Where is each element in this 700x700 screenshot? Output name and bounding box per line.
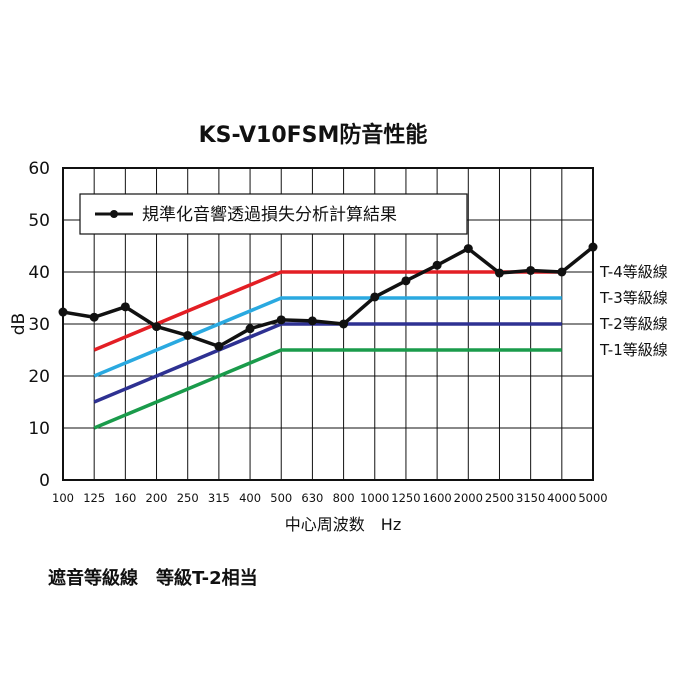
y-tick-label: 20	[28, 367, 50, 387]
data-point	[89, 312, 99, 322]
x-tick-label: 200	[146, 491, 168, 505]
x-tick-label: 315	[208, 491, 230, 505]
y-tick-label: 30	[28, 315, 50, 335]
y-tick-label: 50	[28, 211, 50, 231]
legend-box	[79, 193, 468, 235]
y-tick-label: 40	[28, 263, 50, 283]
x-tick-label: 3150	[516, 491, 545, 505]
data-point	[152, 322, 162, 332]
grade-lines	[93, 270, 562, 430]
grade-labels: T-4等級線 T-3等級線 T-2等級線 T-1等級線	[599, 263, 668, 359]
data-point	[245, 324, 255, 334]
plot-frame	[62, 167, 594, 481]
data-point	[339, 319, 349, 329]
x-tick-label: 4000	[547, 491, 576, 505]
caption: 遮音等級線 等級T-2相当	[48, 567, 258, 589]
x-tick-label: 1250	[391, 491, 420, 505]
x-tick-label: 160	[114, 491, 136, 505]
legend-marker	[110, 210, 118, 218]
x-tick-label: 630	[301, 491, 323, 505]
x-tick-label: 500	[270, 491, 292, 505]
x-tick-label: 800	[333, 491, 355, 505]
chart-title: KS-V10FSM防音性能	[199, 122, 428, 148]
grade-line	[93, 322, 562, 404]
grade-line	[93, 348, 562, 430]
grade-line-label: T-4等級線	[599, 263, 668, 281]
y-tick-label: 0	[39, 471, 50, 491]
legend: 規準化音響透過損失分析計算結果	[79, 193, 468, 235]
data-point	[494, 268, 504, 278]
x-tick-label: 250	[177, 491, 199, 505]
x-axis-label: 中心周波数 Hz	[285, 515, 401, 534]
data-point	[401, 276, 411, 286]
data-point	[557, 267, 567, 277]
x-tick-label: 1600	[422, 491, 451, 505]
x-tick-label: 2000	[454, 491, 483, 505]
y-axis-label: dB	[9, 313, 29, 335]
data-point	[307, 316, 317, 326]
data-point	[526, 265, 536, 275]
grade-line	[93, 296, 562, 378]
y-tick-label: 60	[28, 159, 50, 179]
data-point	[432, 260, 442, 270]
x-tick-label: 1000	[360, 491, 389, 505]
data-point	[214, 341, 224, 351]
data-point	[463, 244, 473, 254]
data-point	[370, 292, 380, 302]
y-tick-label: 10	[28, 419, 50, 439]
grade-line	[93, 270, 562, 352]
data-point	[276, 315, 286, 325]
grade-line-label: T-1等級線	[599, 341, 668, 359]
x-tick-label: 2500	[485, 491, 514, 505]
x-tick-label: 100	[52, 491, 74, 505]
data-point	[120, 302, 130, 312]
series-line	[62, 245, 595, 349]
legend-label: 規準化音響透過損失分析計算結果	[142, 205, 397, 225]
grade-line-label: T-3等級線	[599, 289, 668, 307]
data-point	[183, 330, 193, 340]
x-tick-label: 400	[239, 491, 261, 505]
x-tick-label: 125	[83, 491, 105, 505]
axes: 0 10 20 30 40 50 60 100 125 160 200 250 315 400 500 630…	[28, 159, 607, 505]
x-tick-label: 5000	[578, 491, 607, 505]
grade-line-label: T-2等級線	[599, 315, 668, 333]
